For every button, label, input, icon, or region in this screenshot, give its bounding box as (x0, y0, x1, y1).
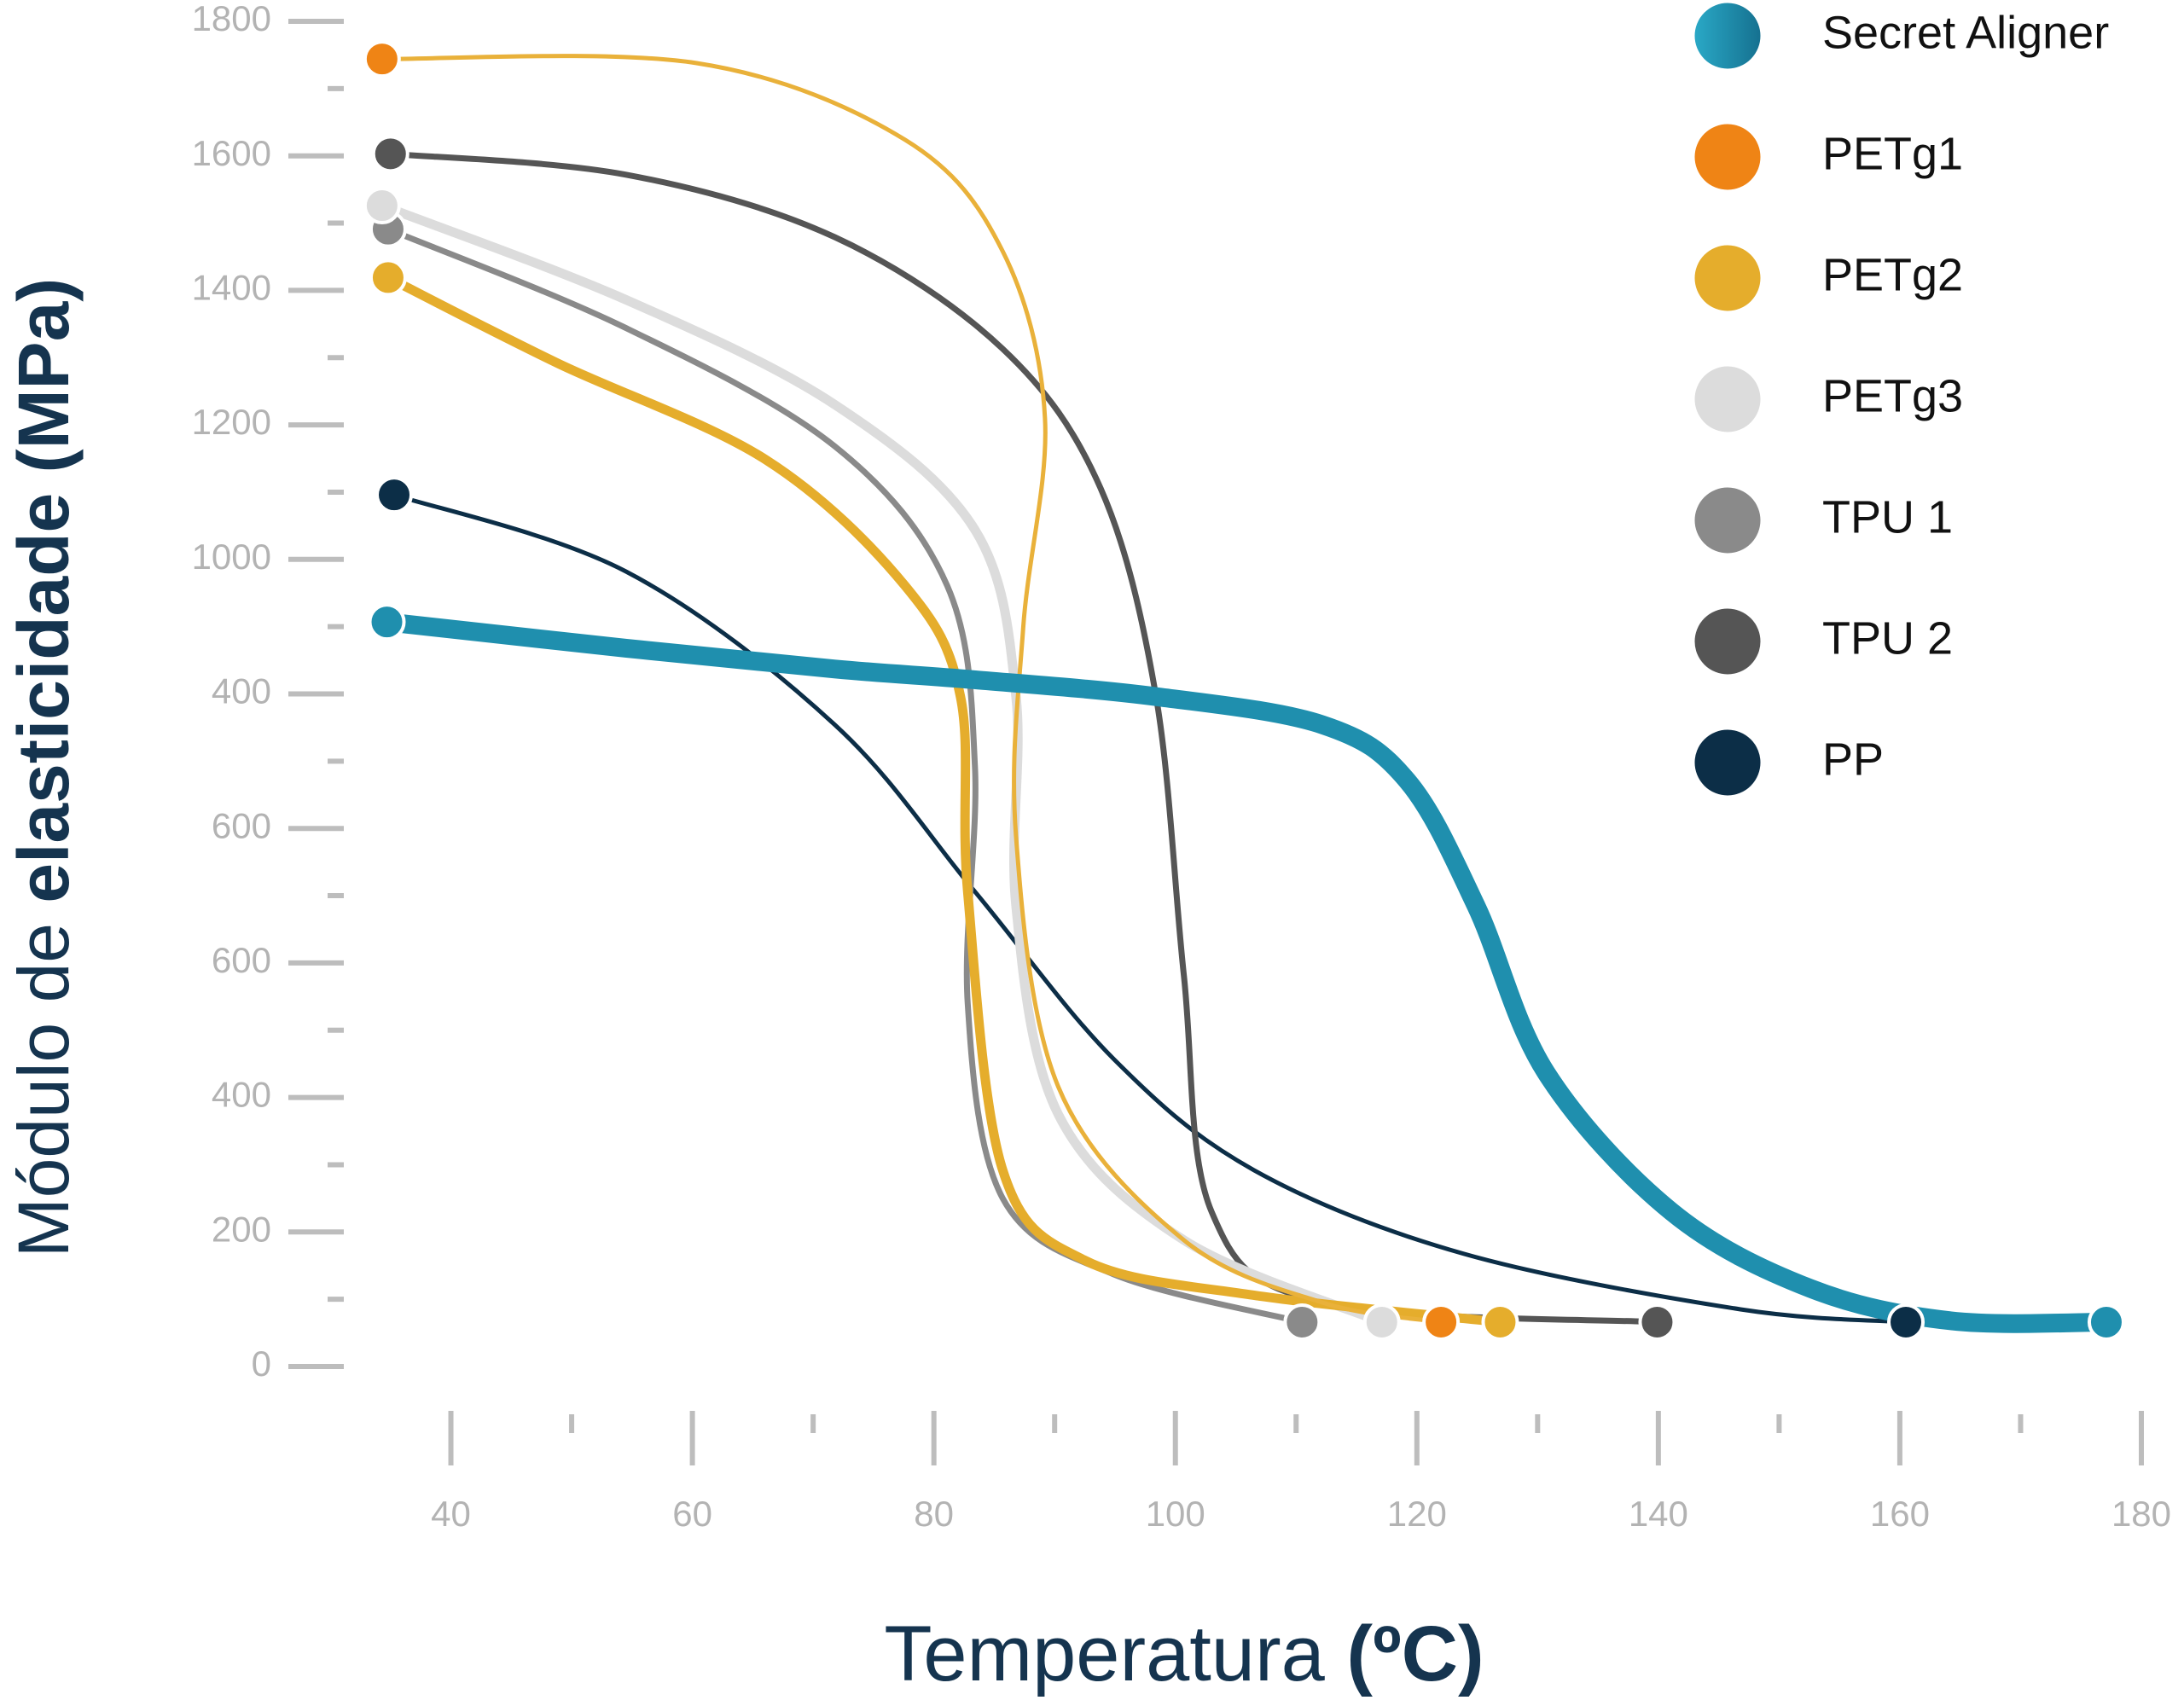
end-point (369, 258, 407, 297)
y-tick-label: 400 (212, 671, 271, 711)
series-line (380, 54, 1443, 1325)
y-tick-label: 1600 (192, 133, 271, 173)
end-point (363, 187, 401, 225)
x-tick-label: 100 (1146, 1494, 1205, 1534)
series-line (387, 150, 1660, 1326)
y-tick-label: 1200 (192, 402, 271, 442)
x-tick-label: 120 (1387, 1494, 1447, 1534)
y-tick-label: 1400 (192, 267, 271, 307)
end-point (1422, 1303, 1461, 1341)
x-tick-label: 40 (431, 1494, 471, 1534)
end-point (368, 603, 406, 641)
legend-label: PETg1 (1822, 128, 1963, 179)
legend-swatch (1692, 727, 1763, 798)
legend-swatch (1692, 606, 1763, 677)
end-point (1887, 1303, 1926, 1341)
x-tick-label: 160 (1870, 1494, 1930, 1534)
series-line (383, 272, 1505, 1327)
legend-swatch (1692, 485, 1763, 556)
legend-label: PETg3 (1822, 370, 1963, 421)
y-tick-label: 600 (212, 805, 271, 845)
end-point (1362, 1303, 1401, 1341)
legend-swatch (1692, 242, 1763, 314)
end-point (363, 40, 401, 78)
end-point (1481, 1303, 1519, 1341)
y-axis-title-part: Módulo de (3, 923, 84, 1257)
legend-swatch (1692, 0, 1763, 72)
legend-label: PP (1822, 734, 1884, 785)
legend-label: PETg2 (1822, 249, 1963, 300)
x-tick-label: 80 (914, 1494, 954, 1534)
y-axis-title: Módulo de elasticidade (MPa) (3, 278, 84, 1258)
x-tick-label: 140 (1629, 1494, 1688, 1534)
legend-label: Secret Aligner (1822, 7, 2109, 58)
end-point (2087, 1303, 2125, 1341)
legend-swatch (1692, 363, 1763, 435)
legend-swatch (1692, 121, 1763, 193)
legend-label: TPU 1 (1822, 491, 1953, 543)
y-tick-label: 200 (212, 1209, 271, 1249)
x-axis-title-part: Temperatura (884, 1610, 1325, 1697)
y-tick-label: 0 (252, 1343, 271, 1384)
end-point (1283, 1303, 1321, 1341)
end-point (375, 476, 414, 514)
x-axis-title-part: (ºC) (1346, 1610, 1484, 1697)
y-tick-label: 600 (212, 940, 271, 980)
x-tick-label: 180 (2111, 1494, 2171, 1534)
y-tick-label: 400 (212, 1075, 271, 1115)
end-point (1638, 1303, 1676, 1341)
y-tick-label: 1000 (192, 537, 271, 577)
series-line (392, 492, 1908, 1325)
legend-label: TPU 2 (1822, 612, 1953, 664)
end-point (371, 135, 410, 173)
y-tick-label: 1800 (192, 0, 271, 38)
x-tick-label: 60 (672, 1494, 712, 1534)
series-line (377, 612, 2116, 1333)
y-axis-title-part: elasticidade (MPa) (3, 278, 84, 903)
x-axis-title: Temperatura (ºC) (884, 1610, 1484, 1697)
series-line (377, 200, 1387, 1327)
